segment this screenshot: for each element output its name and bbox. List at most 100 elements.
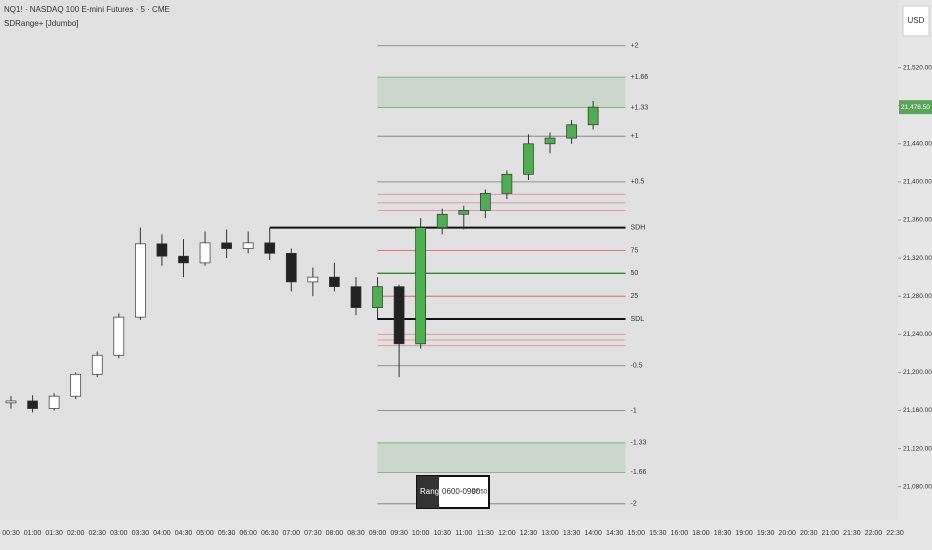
candle-body (27, 400, 38, 409)
candle-body (307, 276, 319, 283)
candle-body (264, 242, 276, 254)
y-tick-label: 21,240.00 (903, 331, 932, 338)
y-tick-label: 21,520.00 (903, 64, 932, 71)
candle-body (587, 106, 599, 126)
candle-body (156, 243, 168, 257)
x-tick-label: 13:00 (541, 530, 559, 537)
candle-body (199, 242, 211, 264)
x-tick-label: 21:30 (843, 530, 861, 537)
candle-body (393, 286, 405, 345)
last-price-label: 21,478.50 (901, 104, 930, 111)
level-label: -2 (630, 501, 636, 508)
candle-body (285, 252, 297, 283)
x-tick-label: 15:00 (628, 530, 646, 537)
x-tick-label: 06:00 (239, 530, 257, 537)
x-tick-label: 08:30 (347, 530, 365, 537)
x-tick-label: 15:30 (649, 530, 667, 537)
candle-body (372, 286, 383, 308)
x-tick-label: 04:00 (153, 530, 171, 537)
x-tick-label: 03:00 (110, 530, 128, 537)
x-tick-label: 07:00 (283, 530, 301, 537)
level-label: +2 (630, 43, 638, 50)
x-tick-label: 00:30 (2, 530, 20, 537)
level-label: +0.5 (630, 179, 644, 186)
candle-body (350, 286, 362, 308)
level-label: 75 (630, 247, 638, 254)
x-tick-label: 05:30 (218, 530, 236, 537)
x-tick-label: 22:00 (865, 530, 883, 537)
x-tick-label: 19:30 (757, 530, 775, 537)
x-tick-label: 10:30 (433, 530, 451, 537)
x-tick-label: 11:30 (477, 530, 494, 537)
x-tick-label: 20:00 (778, 530, 796, 537)
level-label: -1 (630, 407, 636, 414)
candle-body (5, 400, 17, 404)
x-tick-label: 02:00 (67, 530, 85, 537)
candle-body (221, 242, 232, 249)
x-tick-label: 08:00 (326, 530, 344, 537)
level-label: -1.66 (630, 469, 646, 476)
candle-body (458, 210, 470, 215)
range-session: 0600-0900 (442, 487, 481, 496)
x-tick-label: 02:30 (88, 530, 106, 537)
y-tick-label: 21,200.00 (903, 369, 932, 376)
x-tick-label: 03:30 (132, 530, 150, 537)
currency-box[interactable] (902, 5, 930, 37)
candle-body (70, 373, 82, 397)
x-tick-label: 06:30 (261, 530, 279, 537)
level-label: SDH (630, 224, 645, 231)
candle-body (91, 354, 103, 375)
range-title: Range (420, 487, 444, 496)
zone (377, 77, 626, 108)
level-label: 50 (630, 270, 638, 277)
level-label: SDL (630, 316, 644, 323)
chart-title: NQ1! · NASDAQ 100 E-mini Futures · 5 · C… (4, 5, 170, 14)
y-tick-label: 21,320.00 (903, 255, 932, 262)
candle-body (415, 227, 427, 345)
candle-body (135, 243, 146, 318)
currency: USD (908, 16, 925, 25)
x-tick-label: 04:30 (175, 530, 193, 537)
level-label: 25 (630, 293, 638, 300)
y-tick-label: 21,360.00 (903, 217, 932, 224)
y-tick-label: 21,120.00 (903, 445, 932, 452)
y-tick-label: 21,400.00 (903, 179, 932, 186)
candle-body (523, 143, 534, 175)
y-tick-label: 21,440.00 (903, 141, 932, 148)
candle-body (48, 395, 60, 409)
x-tick-label: 09:00 (369, 530, 387, 537)
candle-body (436, 213, 448, 228)
candle-body (566, 124, 577, 139)
x-tick-label: 13:30 (563, 530, 581, 537)
x-tick-label: 16:00 (671, 530, 689, 537)
time-axis-bg (0, 520, 932, 550)
x-tick-label: 20:30 (800, 530, 818, 537)
level-label: -1.33 (630, 440, 646, 447)
x-tick-label: 14:00 (584, 530, 602, 537)
x-tick-label: 01:30 (45, 530, 63, 537)
x-tick-label: 09:30 (390, 530, 408, 537)
x-tick-label: 05:00 (196, 530, 214, 537)
candle-body (501, 173, 513, 194)
level-label: +1.66 (630, 74, 648, 81)
y-tick-label: 21,080.00 (903, 483, 932, 490)
y-tick-label: 21,160.00 (903, 407, 932, 414)
x-tick-label: 11:00 (455, 530, 472, 537)
range-size: 97.50 (472, 490, 488, 496)
level-label: +1 (630, 133, 638, 140)
candle-body (329, 276, 340, 288)
x-tick-label: 01:00 (24, 530, 42, 537)
zone (377, 442, 626, 473)
range-box-head (417, 476, 439, 508)
y-tick-label: 21,280.00 (903, 293, 932, 300)
x-tick-label: 12:30 (520, 530, 538, 537)
indicator-name: SDRange+ [Jdumbo] (4, 19, 79, 28)
level-label: -0.5 (630, 363, 642, 370)
level-label: +1.33 (630, 104, 648, 111)
x-tick-label: 10:00 (412, 530, 430, 537)
candle-body (178, 255, 189, 264)
x-tick-label: 14:30 (606, 530, 624, 537)
